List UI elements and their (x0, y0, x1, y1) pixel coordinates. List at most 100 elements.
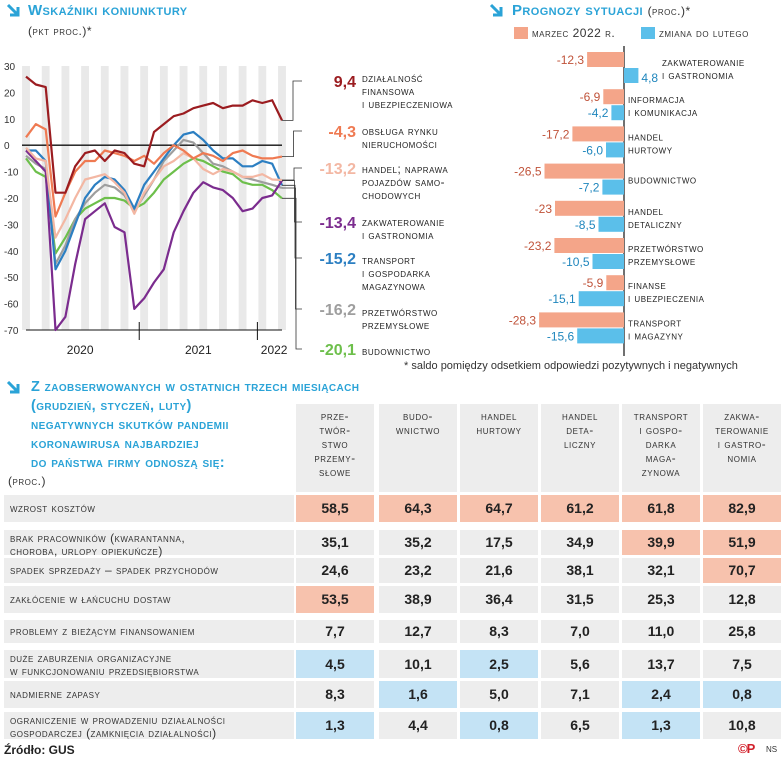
bar-label-change: -4,2 (588, 106, 609, 120)
column-header: handel deta-liczny (541, 410, 619, 452)
column-header-bg (379, 404, 457, 492)
series-end-value: -20,1 (320, 342, 357, 359)
legend-label-change: zmiana do lutego (659, 26, 749, 40)
row-label-line: zakłócenie w łańcuchu dostaw (10, 591, 171, 606)
row-label-line: nadmierne zapasy (10, 686, 101, 701)
row-label-bg (4, 530, 294, 555)
table-cell: 34,9 (541, 530, 619, 555)
column-header-line: i gastro- (717, 439, 767, 451)
row-label: spadek sprzedaży – spadek przychodów (10, 562, 294, 577)
column-header-line: liczny (563, 439, 597, 451)
leader-line (282, 180, 302, 223)
row-label-line: brak pracowników (kwarantanna, (10, 531, 186, 545)
leader-line (282, 197, 302, 350)
left-chart-title: Wskaźniki koniunktury (28, 2, 188, 19)
grid-band (219, 66, 227, 330)
category-label: finanse i ubezpieczenia (628, 280, 705, 305)
table-cell: 12,7 (379, 620, 457, 643)
column-header-line: wnictwo (395, 425, 441, 437)
bar-label-march: -23 (535, 202, 553, 216)
arrow-icon (6, 3, 20, 17)
series-name-label: działalność finansowa i ubezpieczeniowa (362, 73, 453, 111)
row-label: zakłócenie w łańcuchu dostaw (10, 591, 294, 606)
series-end-value: 9,4 (334, 74, 356, 91)
bar-change (577, 328, 624, 344)
table-cell: 21,6 (460, 558, 538, 583)
row-label-bg (4, 650, 294, 678)
table-cell: 11,0 (622, 620, 700, 643)
grid-band (22, 66, 30, 330)
right-chart-unit: (proc.)* (647, 4, 691, 18)
table-cell: 32,1 (622, 558, 700, 583)
table-cell: 8,3 (296, 681, 374, 708)
table-cell: 64,3 (379, 495, 457, 522)
y-tick-label: 0 (4, 141, 10, 152)
bar-label-change: 4,8 (641, 71, 658, 85)
table-cell: 0,8 (703, 681, 781, 708)
series-end-value: -15,2 (320, 251, 357, 268)
column-header-line: budo- (403, 411, 433, 423)
column-header-line: terowanie (715, 425, 769, 437)
series-name-label: handel; naprawa pojazdów samo-chodowych (362, 164, 448, 202)
grid-band (120, 66, 129, 330)
category-label: handel hurtowy (628, 131, 673, 156)
row-label: nadmierne zapasy (10, 686, 294, 701)
category-label: zakwaterowanie i gastronomia (662, 57, 745, 82)
bar-label-change: -6,0 (582, 143, 603, 157)
bar-label-change: -8,5 (575, 218, 596, 232)
leader-line (282, 80, 302, 121)
table-cell: 5,6 (541, 650, 619, 678)
row-label: ograniczenie w prowadzeniu działalności g… (10, 714, 294, 740)
bar-change (592, 254, 624, 269)
row-label: brak pracowników (kwarantanna, choroba, u… (10, 532, 294, 558)
table-cell: 35,2 (379, 530, 457, 555)
row-label-bg (4, 681, 294, 708)
table-cell: 24,6 (296, 558, 374, 583)
row-label-bg (4, 620, 294, 643)
row-label: problemy z bieżącym finansowaniem (10, 623, 294, 638)
row-label-line: spadek sprzedaży – spadek przychodów (10, 562, 219, 577)
year-label: 2022 (261, 343, 288, 357)
table-cell: 7,1 (541, 681, 619, 708)
table-title-line: negatywnych skutków pandemii (31, 417, 229, 433)
year-label: 2020 (67, 343, 94, 357)
arrow-icon (6, 380, 20, 394)
table-cell: 10,8 (703, 712, 781, 739)
grid-band (140, 66, 149, 330)
table-cell: 1,6 (379, 681, 457, 708)
column-header: budo-wnictwo (379, 410, 457, 438)
table-cell: 61,8 (622, 495, 700, 522)
bar-label-march: -12,3 (557, 53, 585, 67)
table-cell: 38,1 (541, 558, 619, 583)
table-cell: 13,7 (622, 650, 700, 678)
legend-swatch-change (641, 27, 655, 39)
table-cell: 25,8 (703, 620, 781, 643)
bar-label-change: -7,2 (579, 181, 600, 195)
row-label-line: ograniczenie w prowadzeniu działalności (10, 713, 226, 727)
right-chart-title: Prognozy sytuacji (512, 2, 643, 19)
series-name-label: budownictwo (362, 346, 431, 358)
row-label-line: wzrost kosztów (10, 500, 96, 515)
column-header-line: transport (633, 411, 689, 423)
y-tick-label: 20 (4, 88, 16, 99)
source-label: Źródło: GUS (4, 743, 75, 757)
table-cell: 61,2 (541, 495, 619, 522)
table-cell: 12,8 (703, 586, 781, 613)
bar-march (587, 52, 624, 67)
table-cell: 17,5 (460, 530, 538, 555)
arrow-icon (489, 3, 503, 17)
column-header-line: maga- (645, 453, 677, 465)
table-cell: 53,5 (296, 586, 374, 613)
year-label: 2021 (185, 343, 212, 357)
bar-label-change: -15,6 (547, 329, 575, 343)
table-title-line: Z zaobserwowanych w ostatnich trzech mie… (31, 379, 360, 395)
bar-change (611, 105, 624, 121)
row-label-line: problemy z bieżącym finansowaniem (10, 623, 195, 638)
legend-swatch-march (514, 27, 528, 39)
table-cell: 82,9 (703, 495, 781, 522)
bar-change (578, 291, 624, 307)
table-cell: 23,2 (379, 558, 457, 583)
table-cell: 7,0 (541, 620, 619, 643)
series-line (26, 130, 284, 271)
table-cell: 1,3 (622, 712, 700, 739)
